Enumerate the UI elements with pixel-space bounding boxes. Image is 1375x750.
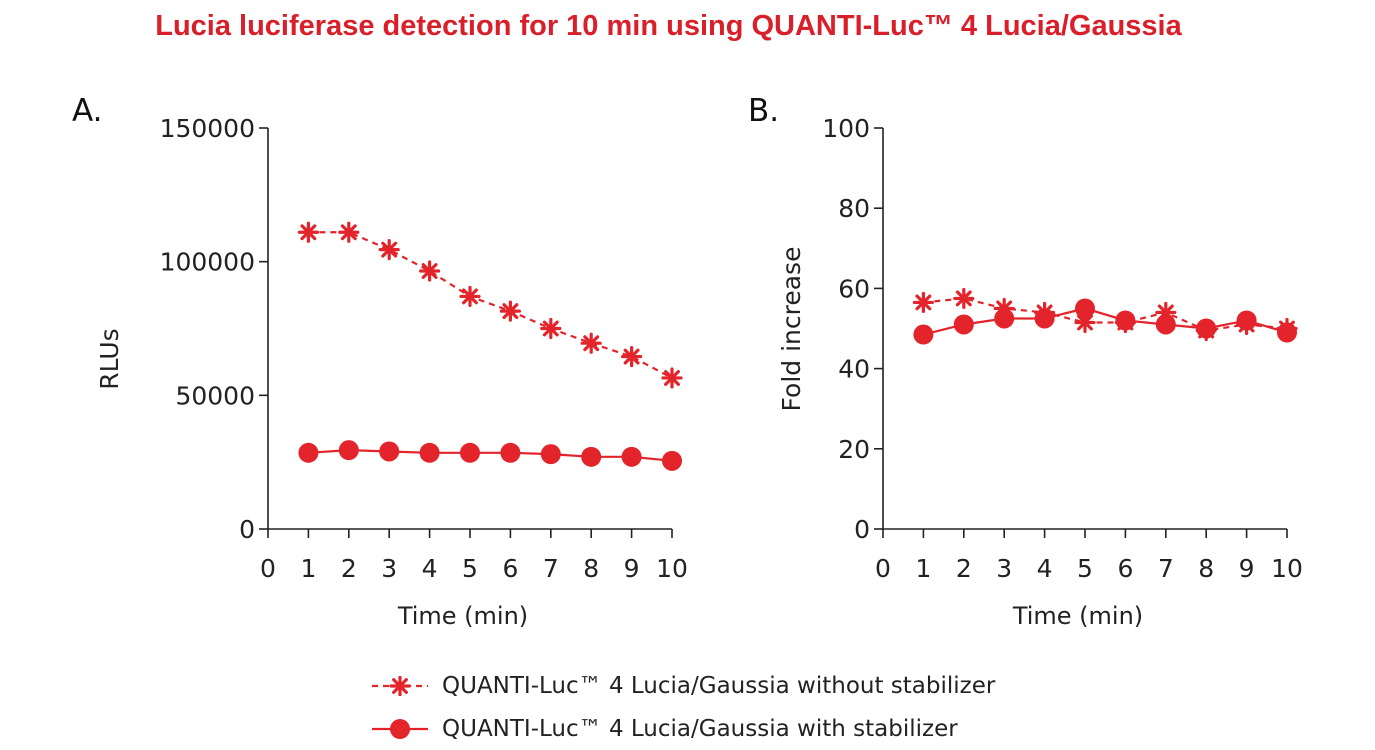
x-tick-label: 2 <box>956 554 972 583</box>
data-point <box>912 291 935 314</box>
x-tick-label: 2 <box>341 554 357 583</box>
x-tick-label: 10 <box>656 554 688 583</box>
data-point <box>500 442 521 463</box>
data-point <box>297 221 319 243</box>
y-axis-title: Fold increase <box>777 247 806 412</box>
data-point <box>661 367 683 389</box>
data-point <box>953 287 975 310</box>
x-tick-label: 0 <box>260 554 276 583</box>
series-line <box>308 449 673 462</box>
x-tick-label: 10 <box>1271 554 1303 583</box>
y-tick-label: 0 <box>854 515 870 544</box>
y-tick-label: 150000 <box>160 114 255 143</box>
series-without-stabilizer <box>297 221 683 389</box>
legend-item-with-stabilizer: QUANTI-Luc™ 4 Lucia/Gaussia with stabili… <box>370 707 995 750</box>
data-point <box>1115 310 1136 331</box>
x-tick-label: 3 <box>996 554 1012 583</box>
data-point <box>379 441 400 462</box>
legend: QUANTI-Luc™ 4 Lucia/Gaussia without stab… <box>370 664 995 750</box>
dashed-asterisk-line-icon <box>372 675 428 696</box>
series-with-stabilizer <box>913 298 1297 345</box>
data-point <box>419 260 441 282</box>
y-tick-label: 40 <box>838 355 870 384</box>
y-axis-title: RLUs <box>95 328 124 389</box>
x-tick-label: 5 <box>462 554 478 583</box>
legend-label-without-stabilizer: QUANTI-Luc™ 4 Lucia/Gaussia without stab… <box>442 672 996 699</box>
y-tick-label: 0 <box>239 515 255 544</box>
x-tick-label: 8 <box>1198 554 1214 583</box>
data-point <box>620 345 643 368</box>
x-tick-label: 3 <box>381 554 397 583</box>
y-tick-label: 100000 <box>160 248 255 277</box>
x-axis-title: Time (min) <box>397 602 528 630</box>
x-tick-label: 1 <box>915 554 931 583</box>
data-point <box>378 239 400 261</box>
legend-label-with-stabilizer: QUANTI-Luc™ 4 Lucia/Gaussia with stabili… <box>442 715 958 742</box>
data-point <box>1277 322 1297 343</box>
y-tick-label: 50000 <box>175 381 255 410</box>
data-point <box>621 446 642 467</box>
data-point <box>298 442 319 463</box>
x-tick-label: 0 <box>875 554 891 583</box>
data-point <box>1075 298 1095 319</box>
x-tick-label: 4 <box>422 554 438 583</box>
data-point <box>1155 314 1176 335</box>
data-point <box>540 444 561 465</box>
panel-label: A. <box>72 93 103 129</box>
panel-label: B. <box>748 93 779 129</box>
x-tick-label: 9 <box>624 554 640 583</box>
series-line <box>308 231 673 379</box>
x-tick-label: 7 <box>1158 554 1174 583</box>
solid-circle-line-icon <box>372 718 428 739</box>
x-axis-title: Time (min) <box>1012 602 1143 630</box>
data-point <box>1196 318 1217 339</box>
data-point <box>1034 308 1055 329</box>
x-tick-label: 7 <box>543 554 559 583</box>
data-point <box>662 450 682 471</box>
y-tick-label: 100 <box>822 114 870 143</box>
data-point <box>1236 310 1257 331</box>
y-tick-label: 20 <box>838 435 870 464</box>
page-title: Lucia luciferase detection for 10 min us… <box>155 10 1182 42</box>
x-tick-label: 4 <box>1037 554 1053 583</box>
data-point <box>913 324 934 345</box>
data-point <box>459 285 481 308</box>
data-point <box>338 221 360 243</box>
x-tick-label: 1 <box>300 554 316 583</box>
x-tick-label: 6 <box>502 554 518 583</box>
legend-item-without-stabilizer: QUANTI-Luc™ 4 Lucia/Gaussia without stab… <box>370 664 995 707</box>
data-point <box>580 332 602 354</box>
data-point <box>338 440 359 461</box>
data-point <box>540 317 562 340</box>
data-point <box>499 300 522 322</box>
x-tick-label: 8 <box>583 554 599 583</box>
x-tick-label: 6 <box>1117 554 1133 583</box>
y-tick-label: 60 <box>838 274 870 303</box>
data-point <box>953 314 974 335</box>
y-tick-label: 80 <box>838 194 870 223</box>
data-point <box>419 442 440 463</box>
series-line <box>923 307 1288 336</box>
series-with-stabilizer <box>298 440 682 471</box>
x-tick-label: 5 <box>1077 554 1093 583</box>
x-tick-label: 9 <box>1239 554 1255 583</box>
data-point <box>581 446 602 467</box>
series-line <box>923 297 1288 332</box>
data-point <box>994 308 1015 329</box>
data-point <box>460 442 480 463</box>
